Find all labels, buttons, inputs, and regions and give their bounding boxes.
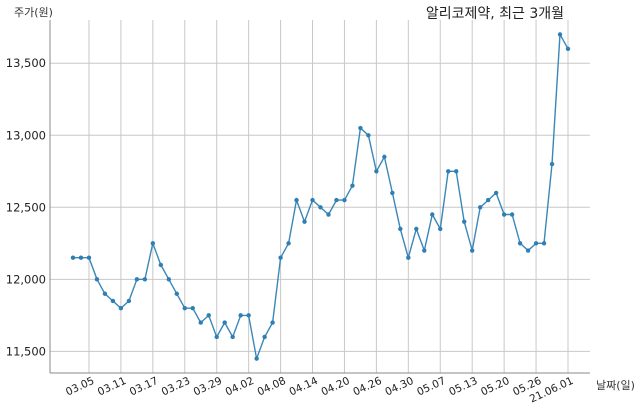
data-point <box>142 277 148 282</box>
data-point <box>222 320 227 325</box>
data-point <box>517 241 523 246</box>
data-point <box>462 219 467 224</box>
data-point <box>230 334 235 340</box>
y-tick-label: 13,500 <box>6 56 46 70</box>
data-point <box>533 241 539 246</box>
data-point <box>454 169 459 174</box>
data-point <box>158 262 164 268</box>
data-point <box>469 248 475 253</box>
data-point <box>438 226 443 232</box>
x-tick-label: 04.02 <box>224 375 256 399</box>
data-point <box>565 46 571 52</box>
x-tick-label: 05.20 <box>479 375 511 399</box>
data-point <box>70 255 76 260</box>
data-point <box>302 219 307 224</box>
y-tick-label: 12,500 <box>6 200 46 214</box>
data-point <box>198 320 203 325</box>
data-point <box>86 255 92 260</box>
x-tick-label: 03.05 <box>64 375 96 399</box>
data-point <box>422 248 427 253</box>
data-point <box>182 305 187 311</box>
data-point <box>390 190 395 196</box>
price-series-line <box>73 31 569 362</box>
data-point <box>541 241 547 246</box>
x-tick-label: 05.13 <box>447 375 479 399</box>
data-point <box>126 298 132 304</box>
x-tick-labels: 03.05 03.11 03.17 03.23 03.29 04.02 04.08 04.14… <box>64 375 575 406</box>
grid <box>50 20 590 373</box>
data-point <box>286 241 291 246</box>
data-point <box>509 212 515 217</box>
data-point <box>294 197 299 203</box>
data-point <box>270 320 275 325</box>
data-point <box>382 154 387 160</box>
data-point <box>493 190 499 196</box>
y-axis-label: 주가(원) <box>14 6 53 19</box>
data-point <box>278 255 283 260</box>
data-point <box>326 212 331 217</box>
chart-title: 알리코제약, 최근 3개월 <box>426 6 564 22</box>
y-tick-label: 11,500 <box>6 344 46 358</box>
x-tick-label: 04.30 <box>383 375 415 399</box>
y-tick-label: 12,000 <box>6 272 46 286</box>
data-point <box>190 305 195 311</box>
data-point <box>334 197 339 203</box>
data-point <box>406 255 411 260</box>
data-point <box>549 161 555 167</box>
data-point <box>150 241 156 246</box>
data-point <box>557 32 563 37</box>
data-point <box>102 291 108 296</box>
data-point <box>238 313 243 318</box>
data-point <box>78 255 84 260</box>
x-tick-label: 04.20 <box>319 375 351 399</box>
data-point <box>134 277 140 282</box>
x-tick-label: 03.23 <box>160 375 192 399</box>
x-tick-label: 05.07 <box>415 375 447 399</box>
y-tick-labels: 11,500 12,000 12,500 13,000 13,500 <box>6 56 46 358</box>
data-point <box>342 197 347 203</box>
data-point <box>118 305 124 311</box>
data-point <box>318 205 323 210</box>
data-point <box>350 183 355 188</box>
data-point <box>374 169 379 174</box>
x-tick-label: 04.26 <box>351 375 384 399</box>
data-point <box>110 298 116 304</box>
data-point <box>246 313 251 318</box>
data-point <box>206 313 211 318</box>
data-point <box>174 291 179 296</box>
x-tick-label: 04.14 <box>287 375 320 399</box>
data-point <box>94 277 100 282</box>
x-tick-label: 03.11 <box>96 375 128 399</box>
x-axis-label: 날짜(일) <box>596 378 635 392</box>
data-point <box>477 205 483 210</box>
data-point <box>414 226 419 232</box>
data-point <box>254 356 259 361</box>
data-point <box>446 169 451 174</box>
data-point <box>430 212 435 217</box>
x-tick-label: 04.08 <box>256 375 288 399</box>
data-point <box>310 197 315 203</box>
data-point <box>501 212 507 217</box>
data-point <box>214 334 219 340</box>
price-series-points <box>70 32 571 361</box>
data-point <box>485 197 491 203</box>
y-tick-label: 13,000 <box>6 128 46 142</box>
data-point <box>166 277 172 282</box>
data-point <box>358 125 363 131</box>
data-point <box>525 248 531 253</box>
x-tick-label: 03.17 <box>128 375 160 399</box>
x-tick-label: 03.29 <box>192 375 224 399</box>
data-point <box>262 334 267 340</box>
data-point <box>398 226 403 232</box>
data-point <box>366 133 371 138</box>
